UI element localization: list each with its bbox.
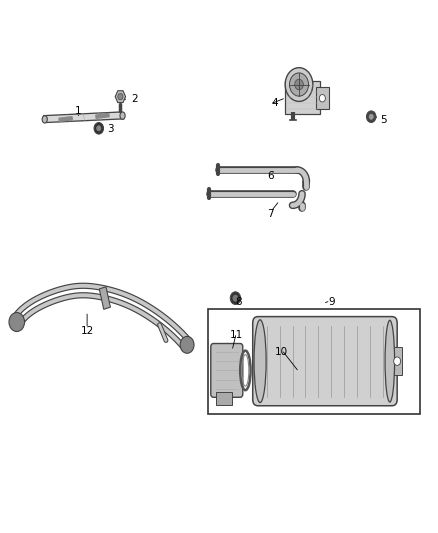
Text: 4: 4 [272, 98, 279, 108]
Polygon shape [59, 117, 72, 122]
Text: 3: 3 [107, 124, 113, 134]
Text: 7: 7 [268, 209, 274, 219]
Ellipse shape [42, 116, 47, 123]
Circle shape [97, 126, 101, 131]
Circle shape [290, 73, 308, 96]
Circle shape [394, 357, 401, 366]
Text: 12: 12 [81, 326, 94, 336]
Circle shape [367, 111, 376, 123]
Text: 2: 2 [131, 94, 138, 104]
Text: 8: 8 [235, 297, 242, 308]
FancyBboxPatch shape [253, 317, 397, 406]
Polygon shape [44, 112, 124, 123]
Ellipse shape [385, 320, 395, 402]
Polygon shape [115, 91, 126, 102]
FancyBboxPatch shape [211, 343, 243, 397]
Text: 1: 1 [75, 106, 82, 116]
Circle shape [319, 94, 325, 102]
Circle shape [9, 312, 25, 332]
Circle shape [295, 79, 304, 90]
Text: 10: 10 [275, 347, 288, 357]
Polygon shape [96, 114, 109, 118]
Ellipse shape [120, 112, 125, 119]
Ellipse shape [254, 320, 266, 402]
Text: 5: 5 [380, 115, 387, 125]
Circle shape [180, 336, 194, 353]
FancyBboxPatch shape [392, 347, 403, 375]
Circle shape [118, 93, 123, 100]
Bar [208, 309, 420, 414]
Circle shape [369, 114, 373, 119]
FancyBboxPatch shape [216, 392, 232, 405]
Text: 11: 11 [230, 330, 243, 340]
Text: 9: 9 [328, 297, 335, 308]
Circle shape [285, 68, 313, 101]
Text: 6: 6 [268, 171, 274, 181]
FancyBboxPatch shape [285, 82, 320, 114]
Bar [99, 287, 110, 309]
Circle shape [233, 295, 238, 301]
FancyBboxPatch shape [316, 87, 329, 109]
Circle shape [94, 123, 103, 134]
Circle shape [230, 292, 240, 304]
